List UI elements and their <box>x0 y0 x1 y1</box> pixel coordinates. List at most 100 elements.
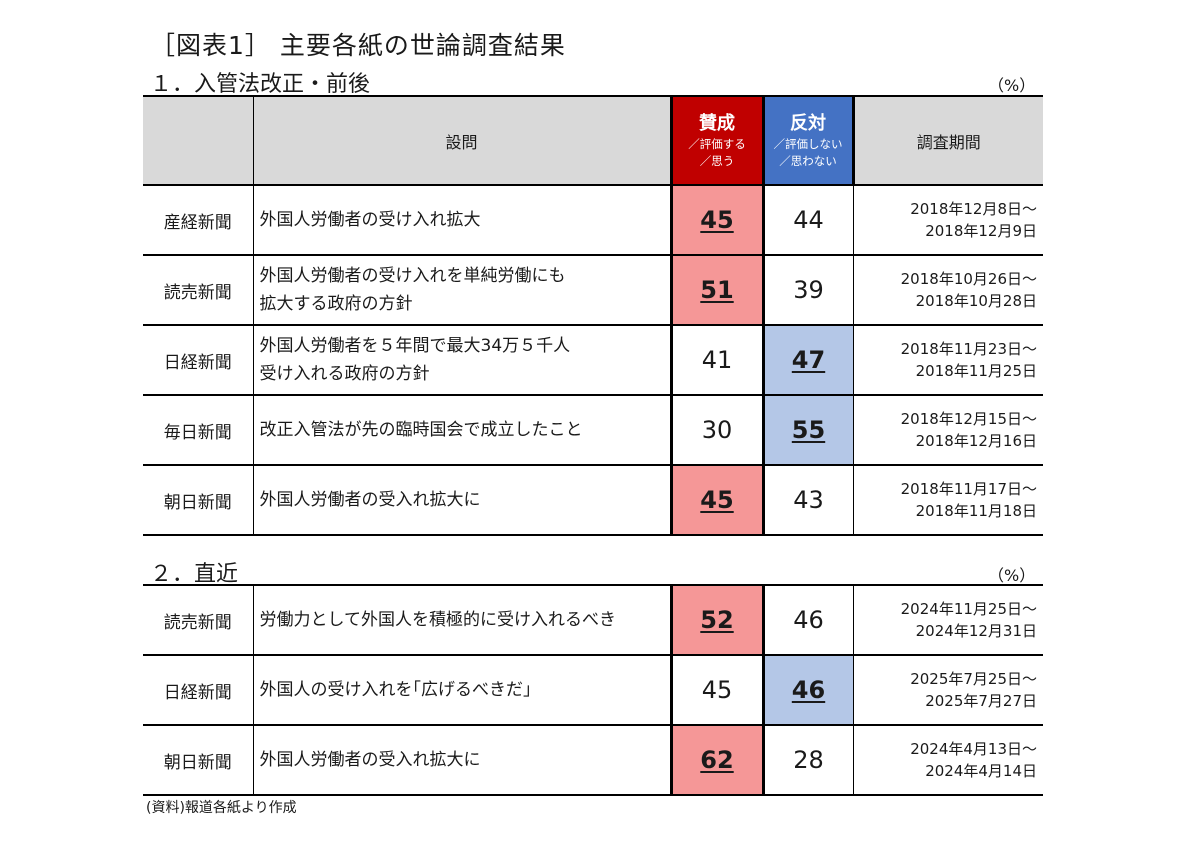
for-value: 62 <box>700 746 734 774</box>
against-value: 46 <box>793 606 824 634</box>
question-cell: 外国人労働者を５年間で最大34万５千人 受け入れる政府の方針 <box>253 324 672 396</box>
for-value: 30 <box>701 416 733 444</box>
for-value-cell: 30 <box>669 394 765 466</box>
period-cell: 2018年12月15日～ 2018年12月16日 <box>853 394 1043 466</box>
period-start: 2018年11月23日～ <box>900 340 1037 358</box>
question-cell: 外国人労働者の受入れ拡大に <box>253 464 672 536</box>
period-end: 2024年12月31日 <box>915 622 1037 640</box>
period-cell: 2018年10月26日～ 2018年10月28日 <box>853 254 1043 326</box>
newspaper-name: 朝日新聞 <box>143 464 254 536</box>
period-start: 2024年4月13日～ <box>910 740 1037 758</box>
against-value: 43 <box>793 486 824 514</box>
survey-table-1: 設問 賛成 ／評価する ／思う 反対 ／評価しない ／思わない 調査期間 産経新… <box>143 95 1043 536</box>
against-value-cell: 43 <box>763 464 854 536</box>
table-row: 朝日新聞 外国人労働者の受入れ拡大に 45 43 2018年11月17日～ 2018年11… <box>143 464 1043 536</box>
question-line-1: 外国人労働者を５年間で最大34万５千人 <box>259 336 571 356</box>
period-cell: 2018年11月23日～ 2018年11月25日 <box>853 324 1043 396</box>
period-cell: 2024年4月13日～ 2024年4月14日 <box>853 724 1043 796</box>
period-start: 2018年12月15日～ <box>900 410 1037 428</box>
question-cell: 改正入管法が先の臨時国会で成立したこと <box>253 394 672 466</box>
question-line-1: 外国人労働者の受入れ拡大に <box>259 490 481 510</box>
table-row: 産経新聞 外国人労働者の受け入れ拡大 45 44 2018年12月8日～ 2018年12月… <box>143 184 1043 256</box>
period-end: 2018年11月25日 <box>915 362 1037 380</box>
header-question: 設問 <box>252 95 671 186</box>
newspaper-name: 読売新聞 <box>143 254 254 326</box>
for-value-cell: 45 <box>669 184 765 256</box>
question-line-2: 拡大する政府の方針 <box>259 294 413 314</box>
period-end: 2018年12月9日 <box>925 222 1037 240</box>
table-row: 日経新聞 外国人労働者を５年間で最大34万５千人 受け入れる政府の方針 41 47 201… <box>143 324 1043 396</box>
for-value-cell: 62 <box>669 724 765 796</box>
for-value: 45 <box>701 676 733 704</box>
table-row: 毎日新聞 改正入管法が先の臨時国会で成立したこと 30 55 2018年12月15日～ 2… <box>143 394 1043 466</box>
period-start: 2018年10月26日～ <box>900 270 1037 288</box>
period-start: 2018年11月17日～ <box>900 480 1037 498</box>
for-value: 45 <box>700 486 734 514</box>
question-line-1: 労働力として外国人を積極的に受け入れるべき <box>259 610 617 630</box>
newspaper-name: 毎日新聞 <box>143 394 254 466</box>
question-cell: 外国人労働者の受け入れを単純労働にも 拡大する政府の方針 <box>253 254 672 326</box>
header-for: 賛成 ／評価する ／思う <box>669 95 765 186</box>
for-value-cell: 41 <box>669 324 765 396</box>
period-end: 2024年4月14日 <box>925 762 1037 780</box>
header-against-sub2: ／思わない <box>779 153 837 168</box>
table-row: 朝日新聞 外国人労働者の受入れ拡大に 62 28 2024年4月13日～ 2024年4月1… <box>143 724 1043 796</box>
period-start: 2025年7月25日～ <box>910 670 1037 688</box>
header-against-sub1: ／評価しない <box>773 136 843 151</box>
period-end: 2018年12月16日 <box>915 432 1037 450</box>
header-against: 反対 ／評価しない ／思わない <box>763 95 855 186</box>
question-cell: 外国人労働者の受け入れ拡大 <box>253 184 672 256</box>
header-corner <box>143 95 253 186</box>
question-line-1: 外国人の受け入れを｢広げるべきだ｣ <box>259 680 532 700</box>
for-value-cell: 52 <box>669 584 765 656</box>
for-value-cell: 45 <box>669 654 765 726</box>
question-cell: 外国人労働者の受入れ拡大に <box>253 724 672 796</box>
table-row: 日経新聞 外国人の受け入れを｢広げるべきだ｣ 45 46 2025年7月25日～ 2025… <box>143 654 1043 726</box>
for-value: 45 <box>700 206 734 234</box>
period-end: 2018年10月28日 <box>915 292 1037 310</box>
question-cell: 労働力として外国人を積極的に受け入れるべき <box>253 584 672 656</box>
period-start: 2024年11月25日～ <box>900 600 1037 618</box>
question-line-1: 外国人労働者の受け入れを単純労働にも <box>259 266 566 286</box>
question-line-1: 外国人労働者の受入れ拡大に <box>259 750 481 770</box>
question-line-1: 外国人労働者の受け入れ拡大 <box>259 210 481 230</box>
against-value: 47 <box>791 346 826 374</box>
for-value: 52 <box>700 606 734 634</box>
section1-unit: （%） <box>988 76 1036 95</box>
newspaper-name: 産経新聞 <box>143 184 254 256</box>
period-cell: 2018年11月17日～ 2018年11月18日 <box>853 464 1043 536</box>
table-row: 読売新聞 外国人労働者の受け入れを単純労働にも 拡大する政府の方針 51 39 2018年… <box>143 254 1043 326</box>
against-value-cell: 39 <box>763 254 854 326</box>
newspaper-name: 日経新聞 <box>143 324 254 396</box>
against-value-cell: 28 <box>763 724 854 796</box>
against-value: 28 <box>793 746 824 774</box>
for-value-cell: 45 <box>669 464 765 536</box>
newspaper-name: 日経新聞 <box>143 654 254 726</box>
header-for-main: 賛成 <box>699 112 735 134</box>
against-value: 55 <box>791 416 826 444</box>
for-value-cell: 51 <box>669 254 765 326</box>
header-against-main: 反対 <box>790 112 826 134</box>
period-cell: 2025年7月25日～ 2025年7月27日 <box>853 654 1043 726</box>
figure-title: ［図表1］ 主要各紙の世論調査結果 <box>150 31 566 60</box>
question-line-2: 受け入れる政府の方針 <box>259 364 430 384</box>
against-value-cell: 44 <box>763 184 854 256</box>
section1-heading: １．入管法改正・前後 <box>150 72 371 97</box>
question-cell: 外国人の受け入れを｢広げるべきだ｣ <box>253 654 672 726</box>
table-header-row: 設問 賛成 ／評価する ／思う 反対 ／評価しない ／思わない 調査期間 <box>143 95 1043 186</box>
table-row: 読売新聞 労働力として外国人を積極的に受け入れるべき 52 46 2024年11月25日… <box>143 584 1043 656</box>
against-value-cell: 46 <box>763 584 854 656</box>
for-value: 51 <box>700 276 734 304</box>
section2-heading: ２．直近 <box>150 562 239 587</box>
against-value: 46 <box>791 676 826 704</box>
question-line-1: 改正入管法が先の臨時国会で成立したこと <box>259 420 583 440</box>
header-for-sub1: ／評価する <box>688 136 746 151</box>
period-cell: 2024年11月25日～ 2024年12月31日 <box>853 584 1043 656</box>
newspaper-name: 朝日新聞 <box>143 724 254 796</box>
period-cell: 2018年12月8日～ 2018年12月9日 <box>853 184 1043 256</box>
survey-table-2: 読売新聞 労働力として外国人を積極的に受け入れるべき 52 46 2024年11月25日… <box>143 584 1043 796</box>
against-value-cell: 46 <box>763 654 854 726</box>
against-value: 39 <box>793 276 824 304</box>
against-value: 44 <box>793 206 824 234</box>
section2-unit: （%） <box>988 566 1036 585</box>
